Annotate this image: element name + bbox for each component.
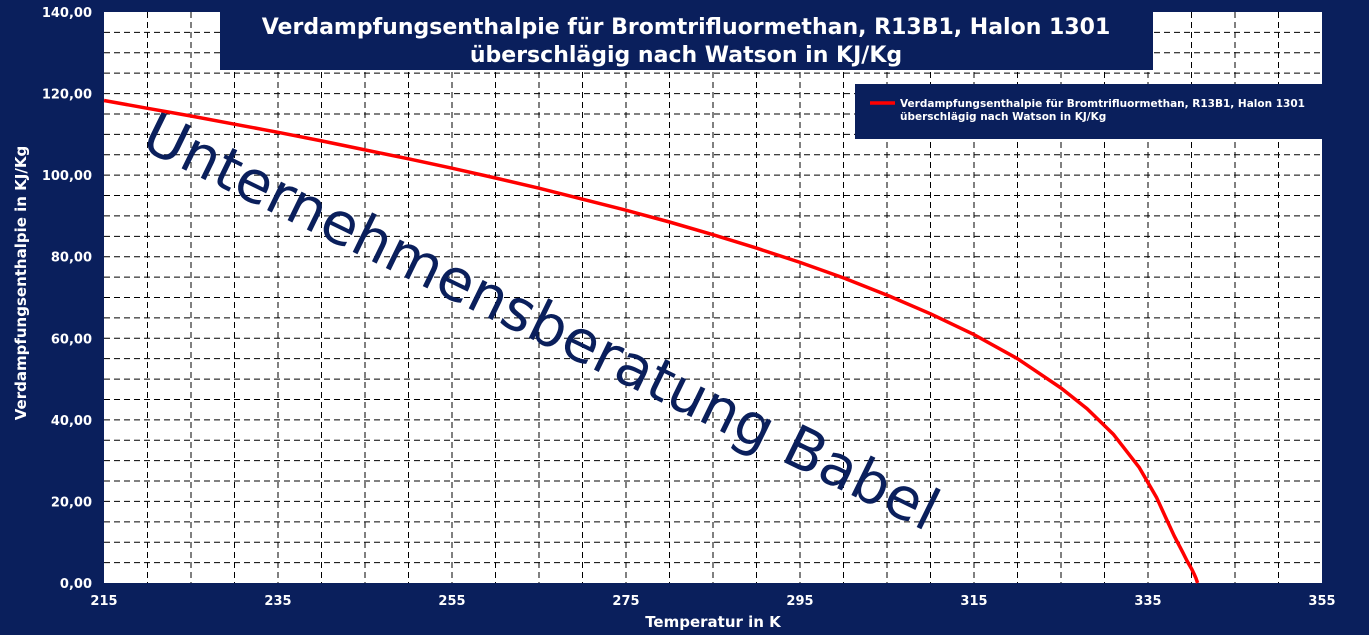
- y-tick-label: 100,00: [42, 169, 92, 184]
- x-tick-label: 215: [90, 594, 117, 609]
- legend-box: [855, 84, 1322, 139]
- tick-labels: 0,00 20,00 40,00 60,00 80,00 100,00 120,00 140,…: [42, 6, 1336, 609]
- y-tick-label: 140,00: [42, 6, 92, 21]
- x-tick-label: 315: [960, 594, 987, 609]
- y-tick-label: 80,00: [51, 251, 92, 266]
- y-axis-title: Verdampfungsenthalpie in KJ/Kg: [12, 146, 30, 420]
- legend-label-line-1: Verdampfungsenthalpie für Bromtrifluorme…: [900, 98, 1305, 110]
- x-tick-label: 355: [1308, 594, 1335, 609]
- x-tick-label: 275: [612, 594, 639, 609]
- series-line: [103, 98, 1200, 584]
- x-axis-title: Temperatur in K: [645, 613, 782, 631]
- y-tick-label: 20,00: [51, 495, 92, 510]
- legend-label: Verdampfungsenthalpie für Bromtrifluorme…: [900, 98, 1309, 123]
- y-tick-label: 40,00: [51, 414, 92, 429]
- x-tick-label: 255: [438, 594, 465, 609]
- y-tick-label: 60,00: [51, 332, 92, 347]
- x-tick-label: 335: [1134, 594, 1161, 609]
- legend-label-line-2: überschlägig nach Watson in KJ/Kg: [900, 111, 1106, 123]
- title-box: [220, 12, 1153, 70]
- y-tick-label: 120,00: [42, 88, 92, 103]
- x-tick-label: 295: [786, 594, 813, 609]
- chart-title-line-2: überschlägig nach Watson in KJ/Kg: [470, 43, 902, 68]
- y-tick-label: 0,00: [60, 577, 92, 592]
- chart-title-line-1: Verdampfungsenthalpie für Bromtrifluorme…: [262, 15, 1111, 40]
- x-tick-label: 235: [264, 594, 291, 609]
